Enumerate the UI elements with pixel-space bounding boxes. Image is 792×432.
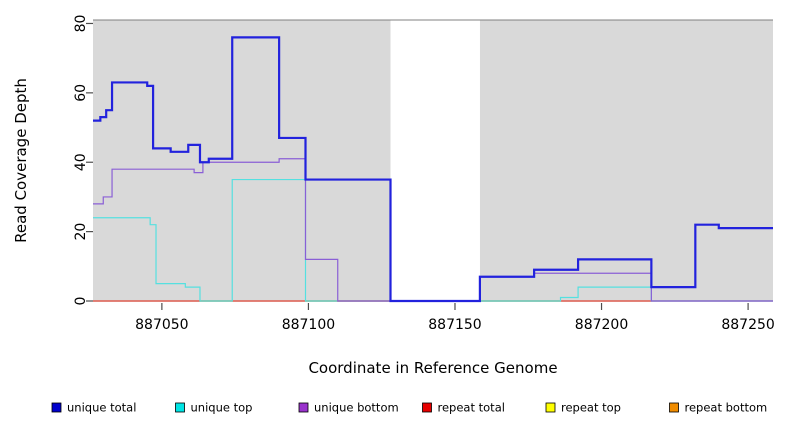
xtick-label-887150: 887150	[428, 317, 481, 333]
ytick-label-60: 60	[73, 84, 89, 102]
legend-label-unique-top: unique top	[191, 401, 253, 415]
y-axis-title: Read Coverage Depth	[12, 78, 30, 243]
legend-swatch-repeat-total	[422, 402, 432, 413]
xtick-label-887250: 887250	[721, 317, 774, 333]
shaded-region-1	[479, 20, 773, 301]
xtick-label-887200: 887200	[575, 317, 628, 333]
series-line-unique-total	[93, 36, 773, 303]
shaded-region-0	[93, 20, 391, 301]
legend-swatch-repeat-top	[545, 402, 556, 413]
legend-label-repeat-top: repeat top	[561, 401, 621, 415]
legend-label-unique-bottom: unique bottom	[314, 401, 399, 415]
ytick-label-0: 0	[73, 297, 89, 306]
legend-label-repeat-total: repeat total	[438, 401, 505, 415]
legend-swatch-unique-total	[51, 402, 62, 413]
xtick-label-887100: 887100	[282, 317, 335, 333]
legend-label-repeat-bottom: repeat bottom	[685, 401, 768, 415]
xtick-label-887050: 887050	[135, 317, 188, 333]
series-line-unique-top	[93, 178, 773, 302]
legend-swatch-unique-bottom	[298, 402, 309, 413]
x-axis-title: Coordinate in Reference Genome	[308, 359, 557, 377]
legend-swatch-repeat-bottom	[669, 402, 679, 413]
ytick-label-40: 40	[73, 153, 89, 171]
ytick-label-80: 80	[73, 15, 89, 33]
legend-swatch-unique-top	[175, 402, 185, 413]
unshaded-gap-region	[390, 20, 480, 301]
ytick-label-20: 20	[73, 223, 89, 241]
legend-label-unique-total: unique total	[67, 401, 136, 415]
